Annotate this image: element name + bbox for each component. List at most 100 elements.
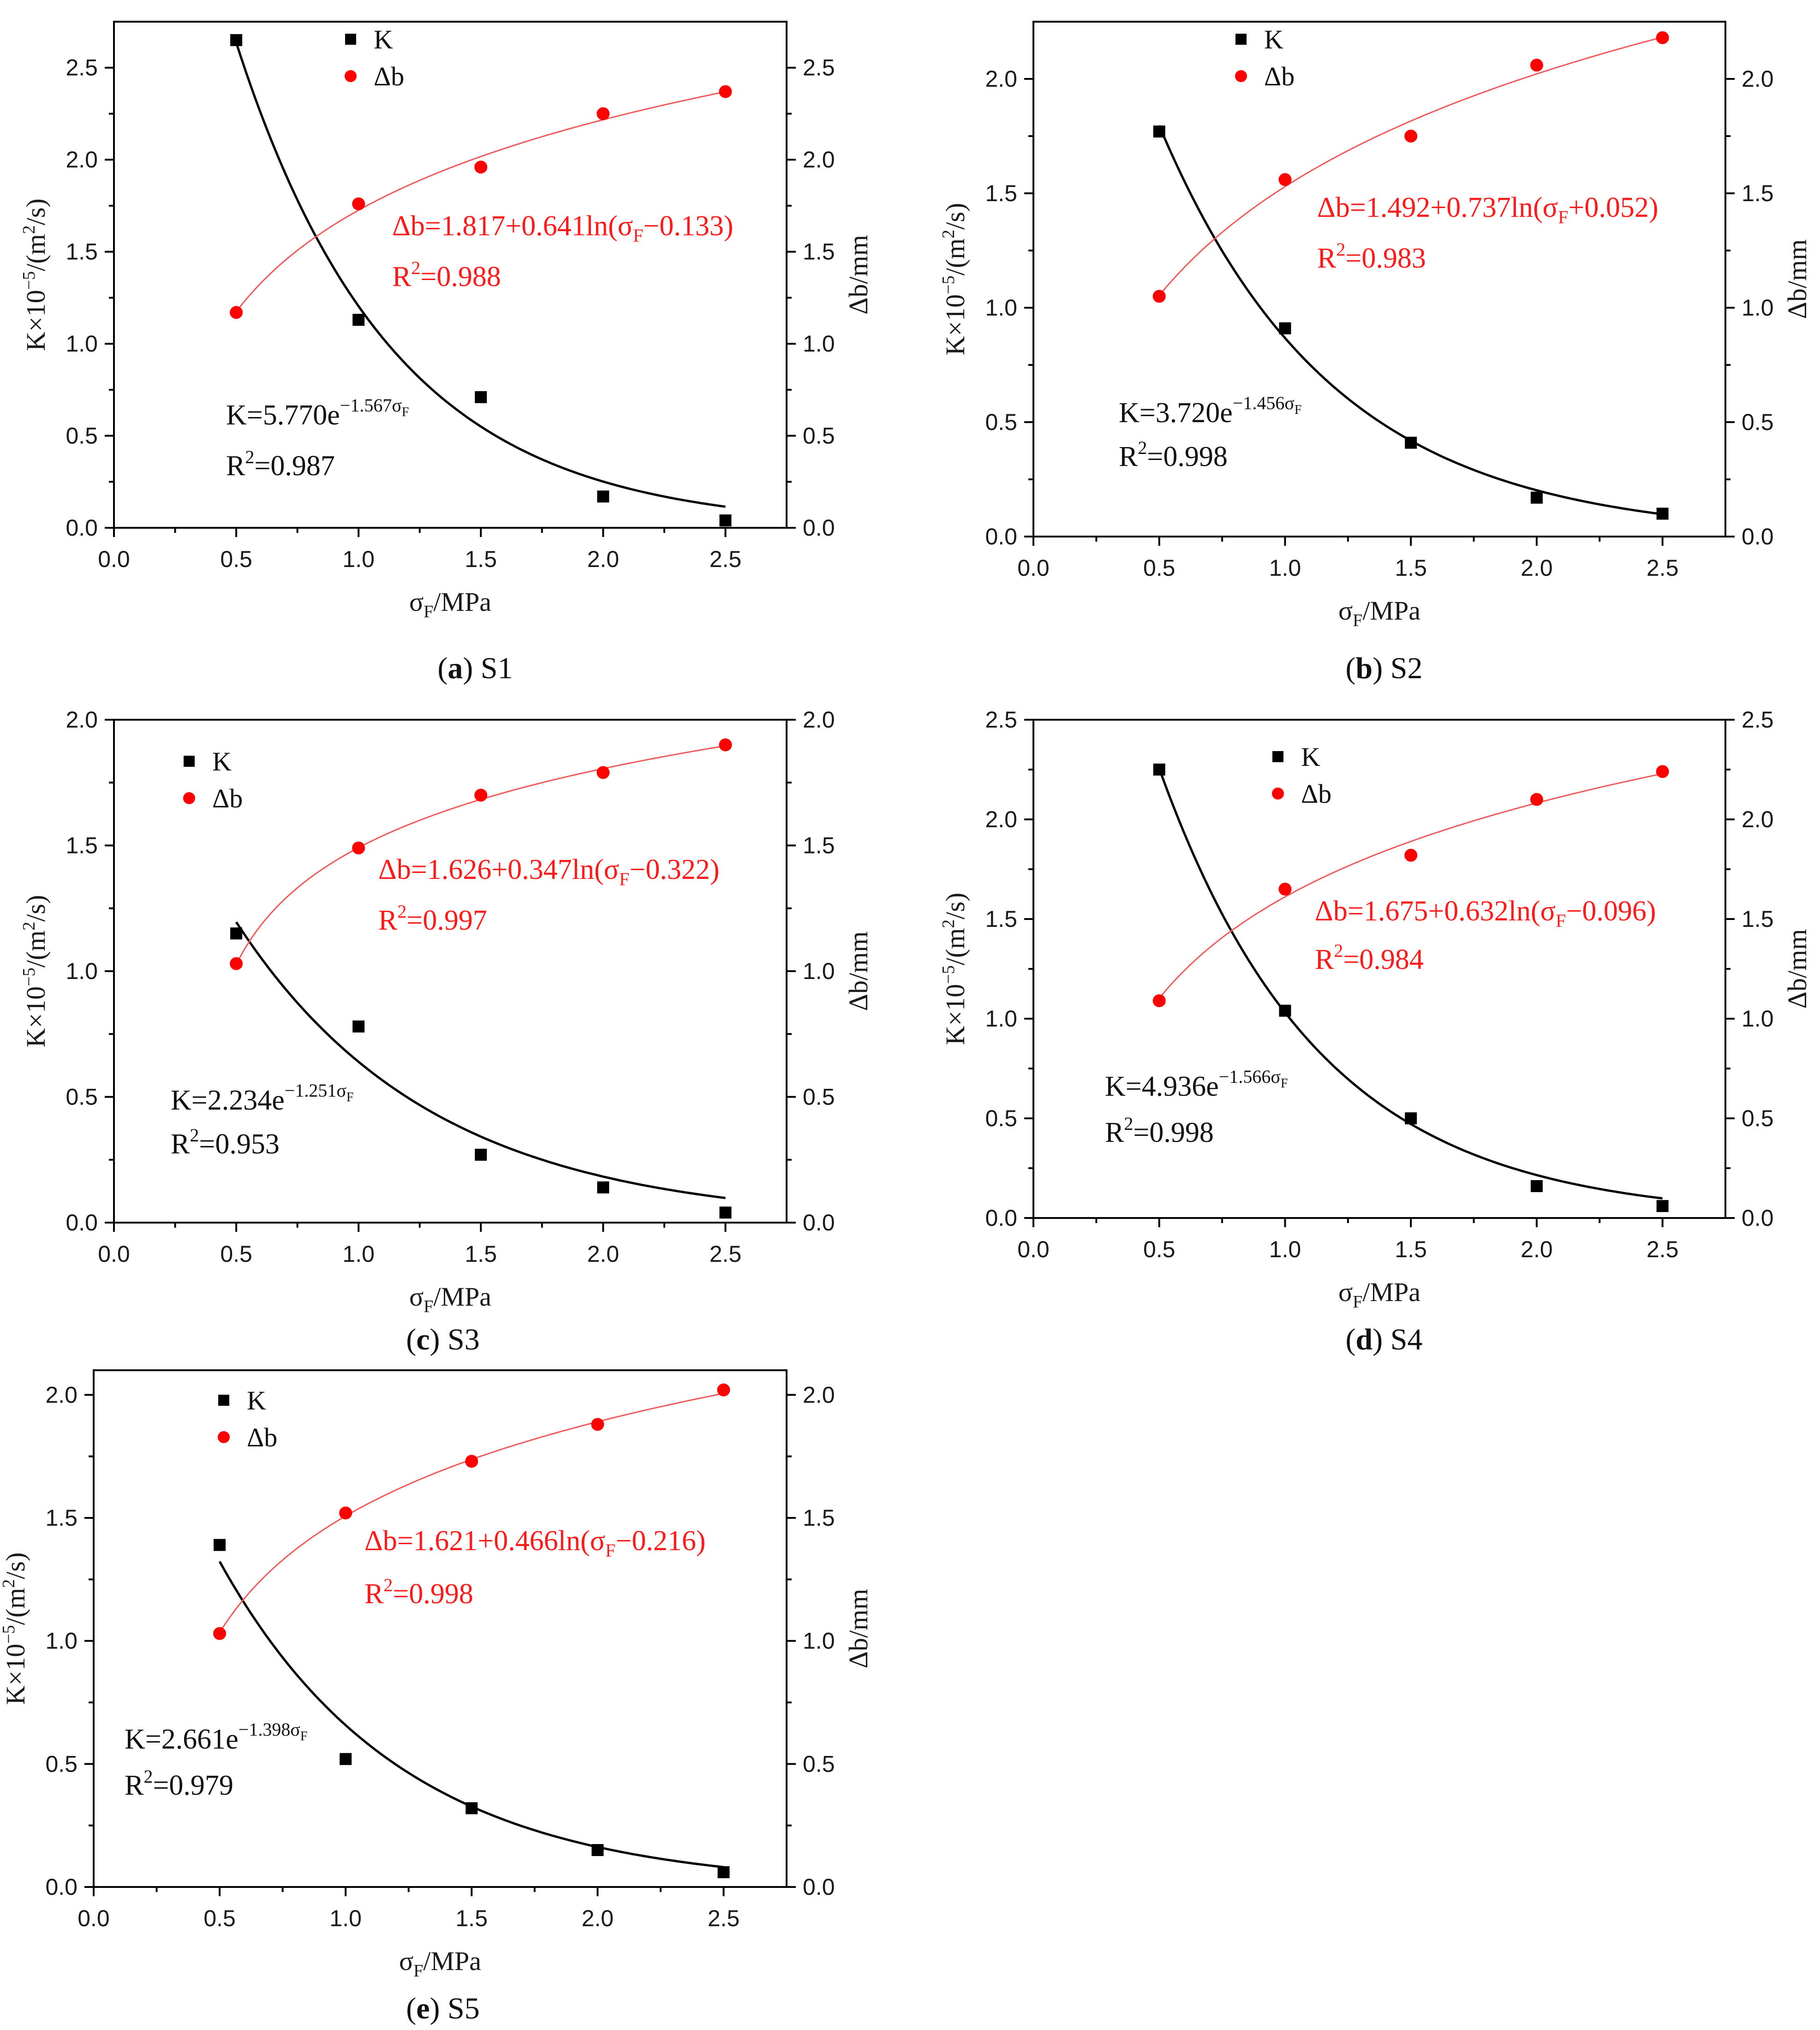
- legend-marker-db: [1272, 788, 1284, 800]
- legend-label-db: Δb: [212, 783, 243, 813]
- x-tick-label: 0.0: [98, 1241, 130, 1267]
- y-left-tick-label: 0.5: [66, 1084, 98, 1110]
- x-tick-label: 1.0: [329, 1905, 362, 1931]
- y-left-tick-label: 2.5: [985, 707, 1017, 733]
- y-right-axis-label: Δb/mm: [843, 235, 873, 315]
- data-point-k: [1279, 1004, 1291, 1017]
- chart-panel-s1: 0.0 0.5 1.0 1.5 2.0 2.5 0.0 0.5 1.0 1.5 2.0 2.5 0.0 0…: [19, 21, 873, 685]
- y-left-tick-label: 2.5: [66, 55, 98, 81]
- y-right-tick-label: 1.5: [1742, 906, 1774, 932]
- data-point-db: [339, 1506, 352, 1520]
- y-right-tick-label: 0.0: [803, 1210, 835, 1236]
- panel-caption: (c) S3: [406, 1323, 479, 1356]
- x-axis-label: σF/MPa: [1338, 596, 1420, 630]
- y-right-axis-label: Δb/mm: [843, 931, 873, 1011]
- x-tick-label: 1.0: [342, 1241, 375, 1267]
- x-tick-label: 0.5: [1143, 555, 1176, 581]
- r2-k: R2=0.953: [171, 1125, 280, 1160]
- y-left-tick-label: 1.0: [66, 958, 98, 984]
- data-point-k: [597, 1181, 609, 1194]
- x-tick-label: 0.0: [1017, 555, 1050, 581]
- x-tick-label: 0.0: [1017, 1236, 1050, 1262]
- x-tick-label: 2.5: [710, 546, 742, 572]
- data-point-db: [352, 841, 365, 854]
- y-left-tick-label: 1.5: [66, 239, 98, 265]
- y-left-tick-label: 1.5: [985, 180, 1017, 206]
- legend-label-db: Δb: [1264, 61, 1295, 91]
- data-point-db: [597, 107, 610, 120]
- y-right-tick-label: 2.0: [803, 1382, 835, 1408]
- y-left-tick-label: 2.0: [985, 66, 1017, 92]
- x-tick-label: 2.0: [587, 546, 620, 572]
- data-point-db: [1152, 290, 1166, 303]
- data-point-k: [352, 314, 365, 326]
- y-right-tick-label: 1.5: [803, 833, 835, 859]
- y-left-tick-label: 1.5: [66, 833, 98, 859]
- y-right-tick-label: 2.0: [1742, 66, 1774, 92]
- y-left-tick-label: 0.5: [985, 409, 1017, 435]
- y-right-axis-label: Δb/mm: [843, 1589, 873, 1669]
- x-axis-label: σF/MPa: [1338, 1277, 1420, 1312]
- equation-db: Δb=1.626+0.347ln(σF−0.322): [378, 854, 719, 890]
- r2-k: R2=0.998: [1119, 437, 1228, 472]
- x-axis-label: σF/MPa: [399, 1946, 481, 1981]
- r2-db: R2=0.998: [364, 1575, 473, 1610]
- x-axis-label: σF/MPa: [409, 587, 491, 621]
- legend-marker-db: [218, 1431, 230, 1443]
- r2-k: R2=0.987: [226, 447, 335, 482]
- y-right-tick-label: 1.5: [803, 1505, 835, 1531]
- panel-caption: (e) S5: [406, 1992, 479, 2025]
- y-right-tick-label: 2.0: [1742, 806, 1774, 832]
- x-tick-label: 2.5: [1647, 1236, 1679, 1262]
- legend-label-k: K: [1264, 24, 1283, 54]
- data-point-k: [475, 391, 487, 403]
- y-right-axis-label: Δb/mm: [1782, 239, 1812, 319]
- legend-label-k: K: [374, 24, 393, 54]
- data-point-k: [719, 514, 732, 527]
- fit-curve-k: [235, 42, 726, 508]
- fit-curve-k: [1158, 768, 1663, 1200]
- y-left-tick-label: 0.0: [985, 1205, 1017, 1231]
- data-point-db: [230, 306, 243, 319]
- y-left-tick-label: 1.0: [45, 1628, 78, 1654]
- y-right-tick-label: 2.5: [803, 55, 835, 81]
- chart-panel-s5: 0.0 0.5 1.0 1.5 2.0 2.5 0.0 0.5 1.0 1.5 2.0 0.0 0.5 1…: [0, 1369, 873, 2025]
- equation-db: Δb=1.492+0.737ln(σF+0.052): [1317, 192, 1658, 227]
- y-left-tick-label: 2.0: [45, 1382, 78, 1408]
- x-tick-label: 2.0: [582, 1905, 614, 1931]
- y-left-tick-label: 1.0: [66, 331, 98, 357]
- x-tick-label: 1.0: [1269, 555, 1301, 581]
- legend-marker-k: [1235, 34, 1247, 45]
- data-point-db: [1278, 883, 1292, 896]
- y-right-tick-label: 1.0: [1742, 295, 1774, 321]
- y-right-tick-label: 0.0: [803, 515, 835, 541]
- x-tick-label: 1.5: [1395, 555, 1427, 581]
- x-tick-label: 2.5: [708, 1905, 740, 1931]
- y-left-tick-label: 2.0: [66, 147, 98, 173]
- data-point-k: [1405, 1112, 1417, 1124]
- data-point-k: [717, 1866, 730, 1878]
- y-left-tick-label: 0.5: [66, 423, 98, 449]
- x-tick-label: 1.0: [1269, 1236, 1301, 1262]
- r2-db: R2=0.983: [1317, 239, 1426, 274]
- legend-marker-db: [1235, 70, 1247, 82]
- data-point-db: [1656, 765, 1669, 778]
- data-point-k: [475, 1148, 487, 1161]
- equation-db: Δb=1.621+0.466ln(σF−0.216): [364, 1525, 705, 1561]
- data-point-db: [597, 766, 610, 779]
- y-right-tick-label: 1.0: [803, 958, 835, 984]
- equation-db: Δb=1.817+0.641ln(σF−0.133): [392, 210, 733, 246]
- x-tick-label: 2.0: [1521, 1236, 1553, 1262]
- data-point-k: [352, 1020, 365, 1033]
- data-point-db: [465, 1455, 478, 1468]
- y-right-tick-label: 0.5: [803, 1751, 835, 1777]
- data-point-db: [1656, 31, 1669, 44]
- data-point-db: [474, 161, 488, 174]
- legend-label-k: K: [1301, 742, 1320, 772]
- data-point-k: [1153, 125, 1165, 138]
- data-point-k: [340, 1753, 352, 1765]
- x-tick-label: 1.5: [1395, 1236, 1427, 1262]
- x-tick-label: 0.5: [220, 1241, 252, 1267]
- y-left-tick-label: 1.5: [985, 906, 1017, 932]
